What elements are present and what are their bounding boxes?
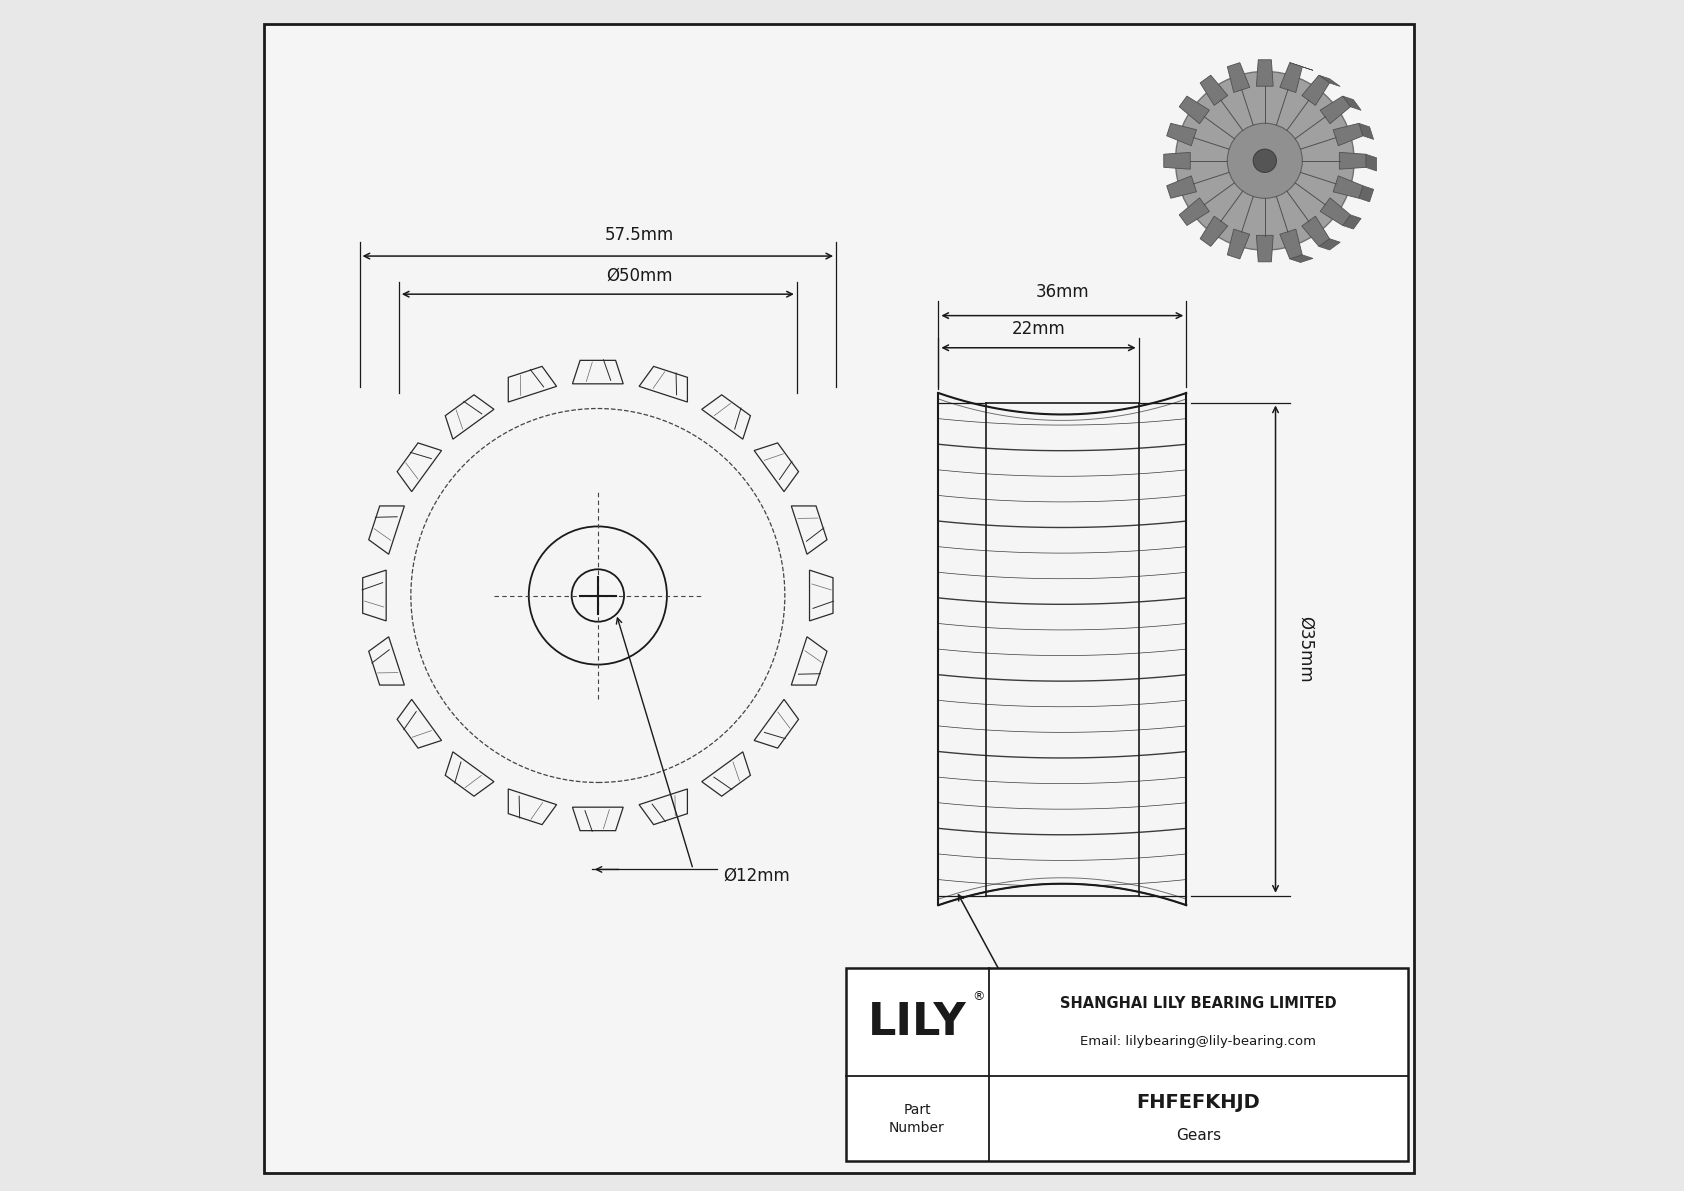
Text: Gears: Gears — [1175, 1128, 1221, 1143]
Polygon shape — [1201, 75, 1228, 106]
Text: Part
Number: Part Number — [889, 1103, 945, 1135]
Polygon shape — [1179, 96, 1209, 124]
Text: LILY: LILY — [867, 1000, 967, 1043]
Text: Ø35mm: Ø35mm — [1297, 616, 1315, 682]
Text: Email: lilybearing@lily-bearing.com: Email: lilybearing@lily-bearing.com — [1081, 1035, 1317, 1048]
Text: 22mm: 22mm — [1012, 320, 1066, 338]
Polygon shape — [1366, 154, 1376, 172]
Circle shape — [1175, 71, 1354, 250]
Polygon shape — [1256, 60, 1273, 86]
Polygon shape — [1320, 96, 1351, 124]
Polygon shape — [1290, 63, 1314, 70]
Circle shape — [1228, 124, 1302, 199]
Bar — [845, 968, 1408, 1161]
Polygon shape — [1334, 124, 1362, 145]
Polygon shape — [1342, 96, 1361, 111]
Polygon shape — [1342, 214, 1361, 229]
Ellipse shape — [1285, 92, 1330, 230]
Polygon shape — [1290, 255, 1314, 262]
Polygon shape — [1280, 229, 1302, 258]
Polygon shape — [1201, 216, 1228, 247]
Polygon shape — [1319, 75, 1340, 87]
Polygon shape — [1320, 198, 1351, 225]
Text: Ø50mm: Ø50mm — [606, 267, 674, 285]
Polygon shape — [1167, 124, 1197, 145]
Text: 36mm: 36mm — [1036, 283, 1090, 301]
Polygon shape — [1302, 75, 1329, 106]
Polygon shape — [1359, 186, 1374, 201]
Polygon shape — [1302, 216, 1329, 247]
Text: ®: ® — [973, 990, 985, 1003]
Text: SHANGHAI LILY BEARING LIMITED: SHANGHAI LILY BEARING LIMITED — [1059, 996, 1337, 1011]
Polygon shape — [1228, 63, 1250, 93]
Polygon shape — [1167, 176, 1197, 198]
Circle shape — [1253, 149, 1276, 173]
Polygon shape — [1339, 152, 1366, 169]
Polygon shape — [1179, 198, 1209, 225]
Polygon shape — [1359, 124, 1374, 139]
Polygon shape — [1256, 236, 1273, 262]
Text: FHFEFKHJD: FHFEFKHJD — [1137, 1092, 1260, 1111]
Text: Number of Teeth:20: Number of Teeth:20 — [1009, 994, 1209, 1012]
Polygon shape — [1334, 176, 1362, 198]
Polygon shape — [1319, 238, 1340, 250]
Text: Ø12mm: Ø12mm — [722, 866, 790, 885]
Polygon shape — [1280, 63, 1302, 93]
Polygon shape — [1164, 152, 1191, 169]
Text: 57.5mm: 57.5mm — [605, 226, 674, 244]
Polygon shape — [1228, 229, 1250, 258]
